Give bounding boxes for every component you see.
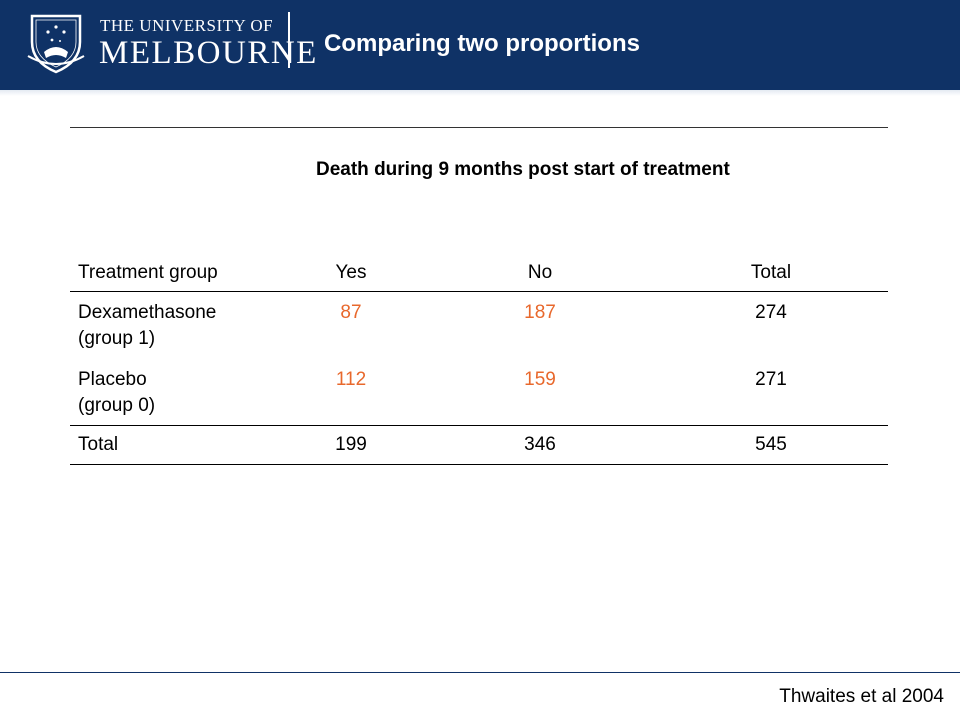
table-header-row: Treatment group Yes No Total xyxy=(70,254,888,292)
total-total: 545 xyxy=(654,425,888,465)
column-header-total: Total xyxy=(654,254,888,292)
header-bar: THE UNIVERSITY OF MELBOURNE Comparing tw… xyxy=(0,0,960,90)
group-cell: Dexamethasone (group 1) xyxy=(70,292,276,359)
group-name: Dexamethasone xyxy=(78,302,217,323)
cell-total: 274 xyxy=(755,302,787,323)
total-label: Total xyxy=(70,425,276,465)
university-crest-icon xyxy=(27,14,85,74)
university-name-line2: MELBOURNE xyxy=(99,35,318,71)
group-name: Placebo xyxy=(78,368,147,390)
header-shadow-strip xyxy=(0,90,960,96)
cell-yes: 87 xyxy=(340,302,362,323)
group-code: (group 1) xyxy=(78,328,156,349)
cell-total: 271 xyxy=(755,368,787,390)
cell-no: 187 xyxy=(524,302,556,323)
column-header-treatment-group: Treatment group xyxy=(70,254,276,292)
column-header-yes: Yes xyxy=(276,254,426,292)
table-top-rule xyxy=(70,127,888,128)
total-yes: 199 xyxy=(276,425,426,465)
group-code: (group 0) xyxy=(78,394,156,416)
header-divider xyxy=(288,12,290,68)
column-header-no: No xyxy=(426,254,654,292)
table-row: Placebo (group 0) 112 159 271 xyxy=(70,359,888,426)
table-row: Dexamethasone (group 1) 87 187 274 xyxy=(70,292,888,359)
footer-rule xyxy=(0,672,960,673)
cell-no: 159 xyxy=(524,368,556,390)
group-cell: Placebo (group 0) xyxy=(70,359,276,426)
source-citation: Thwaites et al 2004 xyxy=(779,686,944,707)
contingency-table: Treatment group Yes No Total Dexamethaso… xyxy=(70,254,888,465)
cell-yes: 112 xyxy=(335,368,367,390)
slide-title: Comparing two proportions xyxy=(324,30,640,57)
university-name-line1: THE UNIVERSITY OF xyxy=(100,16,274,35)
total-no: 346 xyxy=(426,425,654,465)
table-title: Death during 9 months post start of trea… xyxy=(316,159,730,180)
table-total-row: Total 199 346 545 xyxy=(70,425,888,465)
